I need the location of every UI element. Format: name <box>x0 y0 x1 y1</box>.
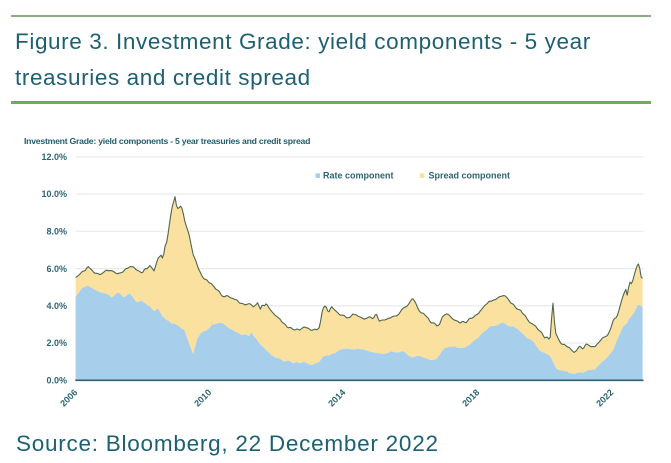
svg-text:4.0%: 4.0% <box>46 301 67 311</box>
svg-text:8.0%: 8.0% <box>46 227 67 237</box>
svg-text:2018: 2018 <box>460 387 481 408</box>
svg-text:2010: 2010 <box>192 387 213 408</box>
svg-text:2022: 2022 <box>594 387 615 408</box>
svg-text:2006: 2006 <box>58 387 79 408</box>
svg-text:Spread component: Spread component <box>429 171 511 181</box>
svg-text:Investment Grade: yield compon: Investment Grade: yield components - 5 y… <box>24 136 310 146</box>
svg-text:Rate component: Rate component <box>323 171 394 181</box>
svg-text:12.0%: 12.0% <box>41 152 67 162</box>
svg-text:2.0%: 2.0% <box>46 338 67 348</box>
svg-text:2014: 2014 <box>326 387 347 408</box>
svg-text:6.0%: 6.0% <box>46 264 67 274</box>
svg-text:10.0%: 10.0% <box>41 189 67 199</box>
svg-text:0.0%: 0.0% <box>46 376 67 386</box>
